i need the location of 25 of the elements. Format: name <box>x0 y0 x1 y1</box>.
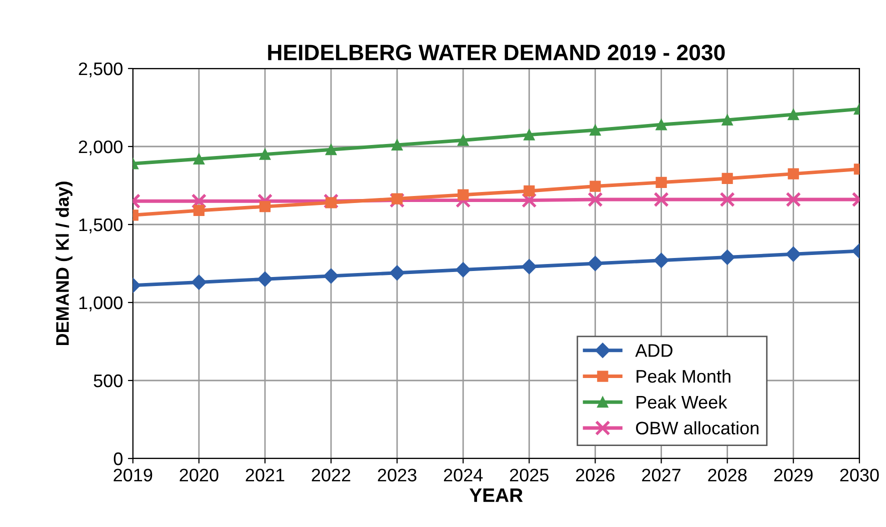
legend-label: Peak Week <box>636 395 728 409</box>
y-tick-label: 0 <box>114 452 122 466</box>
x-tick-label: 2030 <box>840 468 879 482</box>
y-tick-label: 2,000 <box>78 140 122 156</box>
x-tick-label: 2022 <box>312 468 350 482</box>
x-tick-label: 2027 <box>642 468 680 482</box>
legend-label: ADD <box>635 344 672 357</box>
x-tick-label: 2021 <box>246 468 284 482</box>
legend-label: Peak Month <box>636 370 730 383</box>
x-tick-label: 2019 <box>114 468 152 482</box>
x-axis-title: YEAR <box>469 488 523 502</box>
y-tick-label: 500 <box>94 374 122 388</box>
x-tick-label: 2020 <box>180 468 218 482</box>
legend-label: OBW allocation <box>636 421 758 434</box>
y-tick-label: 1,500 <box>79 218 122 234</box>
x-tick-label: 2025 <box>510 468 549 482</box>
y-axis-title: DEMAND ( Kl / day) <box>56 182 72 346</box>
x-tick-label: 2023 <box>378 468 416 482</box>
chart-title: HEIDELBERG WATER DEMAND 2019 - 2030 <box>268 44 725 60</box>
y-tick-label: 2,500 <box>78 62 122 78</box>
x-tick-label: 2028 <box>708 468 747 482</box>
x-tick-label: 2026 <box>576 468 615 482</box>
x-tick-label: 2029 <box>774 468 813 482</box>
y-tick-label: 1,000 <box>79 296 122 312</box>
x-tick-label: 2024 <box>444 468 483 482</box>
